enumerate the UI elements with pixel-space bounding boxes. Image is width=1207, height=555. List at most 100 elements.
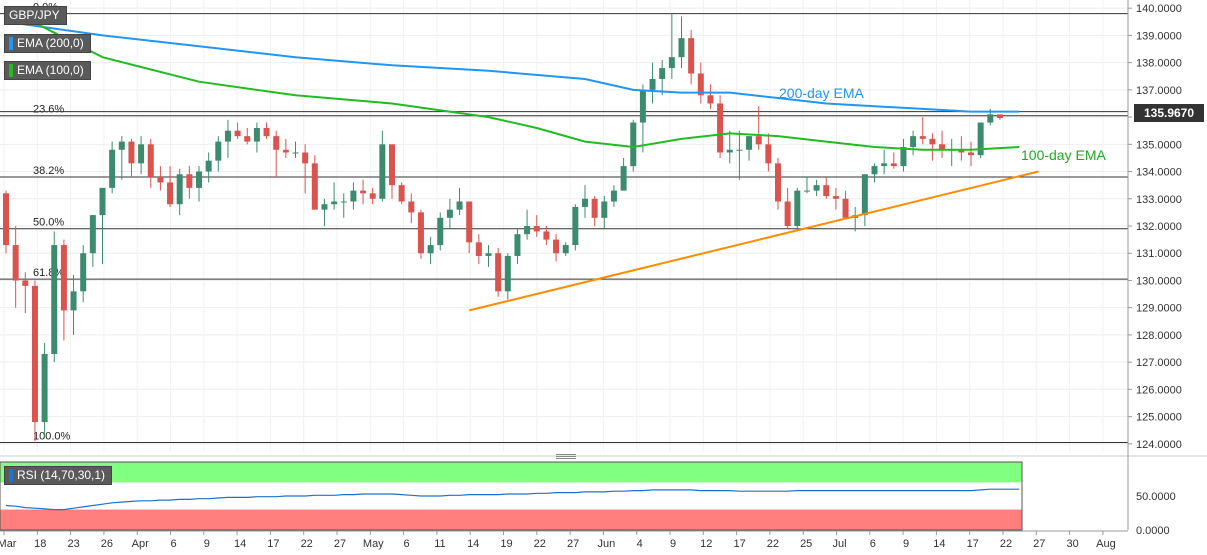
candle-body [630, 122, 637, 167]
candle-body [379, 144, 386, 199]
candle-body [919, 136, 926, 139]
candle-body [118, 141, 125, 150]
candle-body [910, 136, 917, 148]
ema100-annotation: 100-day EMA [1021, 147, 1106, 163]
time-tick-label: 14 [467, 538, 479, 550]
time-tick-label: 14 [933, 538, 945, 550]
candle-body [417, 212, 424, 254]
candle-body [60, 245, 67, 311]
ema200-annotation: 200-day EMA [779, 85, 864, 101]
candle-body [939, 144, 946, 150]
candle-body [398, 185, 405, 202]
candle-body [389, 144, 395, 186]
candle-body [253, 127, 260, 142]
fib-label: 38.2% [33, 165, 64, 177]
candle-body [350, 190, 357, 202]
candle-body [138, 144, 145, 164]
candle-body [437, 217, 444, 246]
price-tick-label: 134.0000 [1136, 167, 1182, 179]
candle-body [466, 201, 473, 243]
candle-body [890, 163, 897, 167]
time-tick-label: 9 [903, 538, 909, 550]
candle-body [427, 245, 434, 254]
candle-body [147, 144, 154, 177]
time-tick-label: 19 [500, 538, 512, 550]
candle-body [302, 152, 309, 164]
candle-body [813, 185, 820, 191]
candle-body [99, 187, 106, 216]
candle-body [823, 185, 830, 197]
candle-body [736, 149, 743, 151]
time-tick-label: 27 [567, 538, 579, 550]
candle-body [582, 198, 588, 207]
rsi-pane: 50.0000 0.0000 [0, 455, 1207, 537]
candle-body [244, 136, 251, 142]
time-tick-label: 17 [967, 538, 979, 550]
price-tick-label: 138.0000 [1136, 58, 1182, 70]
time-tick-label: 23 [67, 538, 79, 550]
candle-body [205, 160, 212, 172]
candle-body [784, 201, 791, 226]
candle-body [591, 198, 598, 218]
rsi-frame [0, 461, 1023, 531]
candle-body [128, 141, 135, 164]
ema100-legend-label: EMA (100,0) [17, 63, 84, 77]
candle-body [282, 149, 289, 153]
candle-body [803, 190, 810, 192]
annotations: 200-day EMA 100-day EMA [779, 85, 1106, 163]
rsi-legend[interactable]: RSI (14,70,30,1) [4, 466, 113, 485]
candle-body [369, 193, 376, 199]
time-tick-label: 6 [170, 538, 176, 550]
candle-body [533, 226, 540, 232]
time-tick-label: May [363, 538, 384, 550]
time-tick-label: 22 [534, 538, 546, 550]
candle-body [707, 95, 714, 104]
time-tick-label: 11 [434, 538, 445, 550]
candle-body [524, 226, 531, 235]
candle-body [775, 163, 781, 202]
fib-label: 23.6% [33, 104, 64, 116]
candle-body [900, 147, 907, 167]
price-tick-label: 137.0000 [1136, 85, 1182, 97]
ema200-legend-label: EMA (200,0) [17, 36, 84, 50]
candle-body [224, 130, 231, 142]
candle-body [360, 190, 367, 194]
candle-body [649, 78, 656, 90]
candle-body [601, 201, 608, 218]
candle-body [215, 141, 222, 161]
ema100-swatch [9, 64, 13, 77]
candle-body [157, 176, 164, 183]
candle-body [475, 242, 482, 256]
candle-body [697, 73, 704, 96]
candle-body [485, 253, 492, 256]
time-tick-label: 30 [1066, 538, 1078, 550]
symbol-legend[interactable]: GBP/JPY [4, 6, 67, 25]
candle-body [51, 245, 58, 354]
rsi-line [5, 488, 1020, 511]
candle-body [794, 190, 801, 226]
rsi-oversold-zone [0, 509, 1022, 530]
time-tick-label: 22 [301, 538, 313, 550]
time-tick-label: 12 [700, 538, 712, 550]
support-trendline [468, 170, 1039, 312]
ema200-legend[interactable]: EMA (200,0) [4, 34, 91, 53]
price-tick-label: 133.0000 [1136, 194, 1182, 206]
candle-body [968, 152, 974, 156]
candle-body [678, 38, 685, 58]
ema-lines [5, 7, 1039, 312]
time-tick-label: 18 [34, 538, 46, 550]
ema200-swatch [9, 37, 13, 50]
price-tick-label: 128.0000 [1136, 330, 1182, 342]
ema100-legend[interactable]: EMA (100,0) [4, 61, 91, 80]
price-axis: 140.0000139.0000138.0000137.0000136.0000… [1127, 0, 1182, 530]
candle-body [861, 174, 868, 216]
candle-body [639, 89, 646, 123]
ema200-line [5, 20, 1020, 113]
time-tick-label: 9 [204, 538, 210, 550]
price-tick-label: 127.0000 [1136, 357, 1182, 369]
pane-resize-handle[interactable] [556, 453, 576, 459]
candle-body [234, 130, 241, 137]
candle-body [196, 171, 202, 188]
time-tick-label: 26 [101, 538, 113, 550]
